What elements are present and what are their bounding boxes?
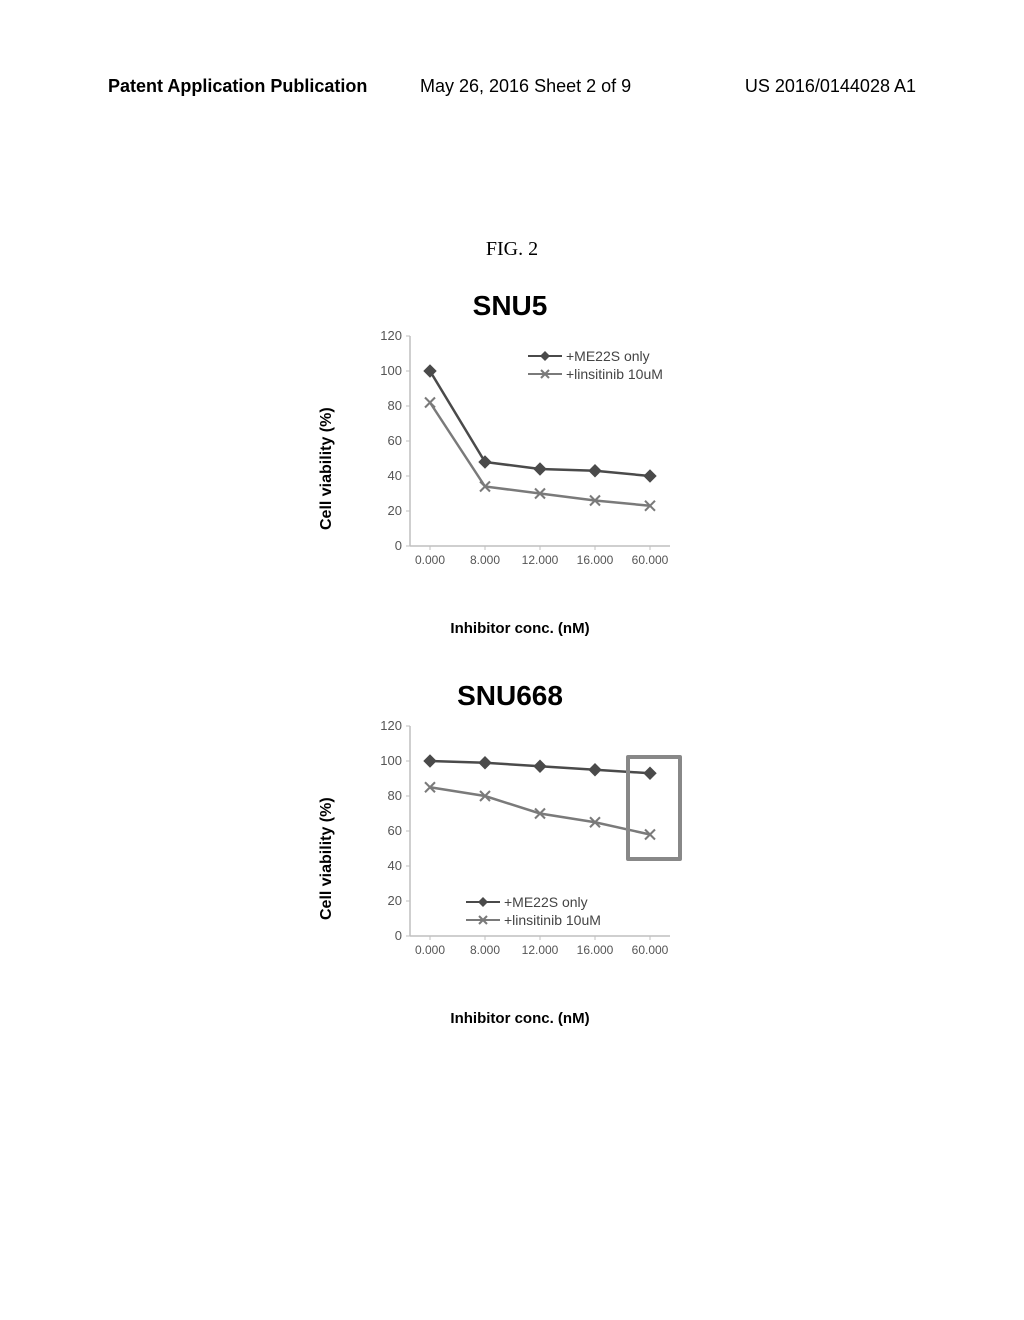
svg-text:120: 120	[380, 718, 402, 733]
legend-label: +linsitinib 10uM	[504, 912, 601, 928]
svg-text:0.000: 0.000	[415, 553, 445, 567]
svg-text:12.000: 12.000	[522, 943, 559, 957]
charts-container: SNU5 Cell viability (%) 0204060801001200…	[300, 290, 720, 1070]
chart1-plot: 0 20 40 60 80 100 120 0.000 8.000 12.000 16.000 60.…	[370, 326, 670, 576]
svg-text:20: 20	[388, 893, 402, 908]
svg-text:100: 100	[380, 363, 402, 378]
header-right: US 2016/0144028 A1	[745, 76, 916, 97]
chart2-title: SNU668	[300, 680, 720, 712]
chart-snu5: SNU5 Cell viability (%) 0204060801001200…	[300, 290, 720, 670]
chart2-ylabel: Cell viability (%)	[318, 797, 336, 920]
chart2-svg: 0 20 40 60 80 100 120 0.000 8.000 12.000 16.000 60.…	[370, 716, 700, 1006]
diamond-marker-icon	[466, 895, 500, 909]
legend-item: +ME22S only	[528, 348, 663, 364]
chart1-ylabel: Cell viability (%)	[318, 407, 336, 530]
chart1-xlabel: Inhibitor conc. (nM)	[370, 620, 670, 637]
svg-text:0.000: 0.000	[415, 943, 445, 957]
svg-text:40: 40	[388, 858, 402, 873]
svg-text:40: 40	[388, 468, 402, 483]
svg-text:120: 120	[380, 328, 402, 343]
svg-text:80: 80	[388, 398, 402, 413]
svg-text:0: 0	[395, 928, 402, 943]
chart2-legend: +ME22S only +linsitinib 10uM	[466, 894, 601, 930]
header-center: May 26, 2016 Sheet 2 of 9	[420, 76, 631, 97]
svg-text:60: 60	[388, 823, 402, 838]
svg-text:100: 100	[380, 753, 402, 768]
diamond-marker-icon	[528, 349, 562, 363]
legend-label: +ME22S only	[566, 348, 650, 364]
svg-text:0: 0	[395, 538, 402, 553]
chart2-xlabel: Inhibitor conc. (nM)	[370, 1010, 670, 1027]
legend-label: +ME22S only	[504, 894, 588, 910]
svg-text:60: 60	[388, 433, 402, 448]
legend-item: +linsitinib 10uM	[528, 366, 663, 382]
svg-text:16.000: 16.000	[577, 553, 614, 567]
svg-text:20: 20	[388, 503, 402, 518]
legend-item: +ME22S only	[466, 894, 601, 910]
legend-label: +linsitinib 10uM	[566, 366, 663, 382]
svg-text:8.000: 8.000	[470, 553, 500, 567]
svg-text:80: 80	[388, 788, 402, 803]
x-marker-icon	[528, 367, 562, 381]
x-marker-icon	[466, 913, 500, 927]
chart2-plot: 0 20 40 60 80 100 120 0.000 8.000 12.000 16.000 60.…	[370, 716, 670, 966]
svg-text:12.000: 12.000	[522, 553, 559, 567]
svg-text:60.000: 60.000	[632, 553, 669, 567]
header-left: Patent Application Publication	[108, 76, 367, 97]
chart1-legend: +ME22S only +linsitinib 10uM	[528, 348, 663, 384]
chart1-title: SNU5	[300, 290, 720, 322]
figure-label: FIG. 2	[0, 238, 1024, 261]
chart-snu668: SNU668 Cell viability (%) 0 20 40 60 80 100 12…	[300, 680, 720, 1060]
legend-item: +linsitinib 10uM	[466, 912, 601, 928]
svg-text:8.000: 8.000	[470, 943, 500, 957]
svg-text:16.000: 16.000	[577, 943, 614, 957]
svg-text:60.000: 60.000	[632, 943, 669, 957]
